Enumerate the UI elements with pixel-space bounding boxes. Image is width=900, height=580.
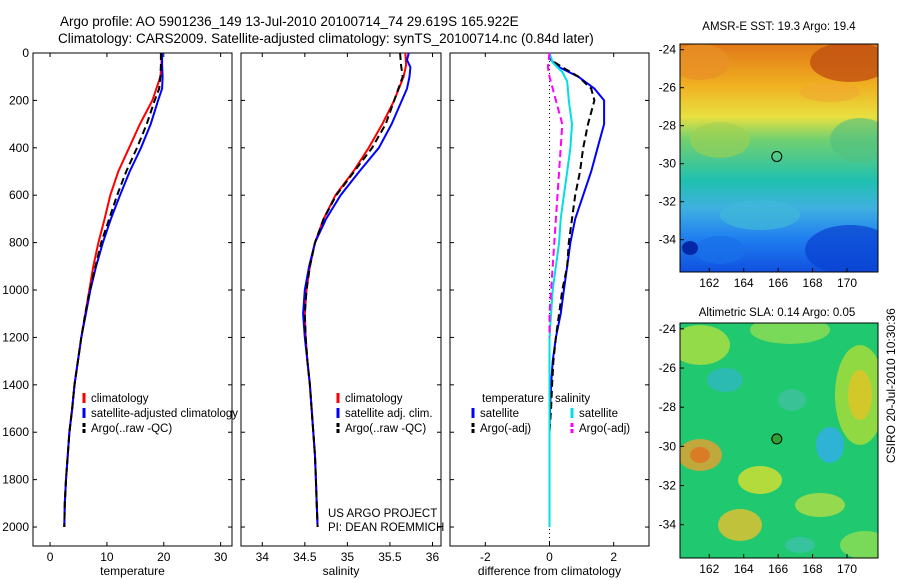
sst_map-ytick-label: -26 — [659, 81, 677, 95]
sla-map-panel: Altimetric SLA: 0.14 Argo: 0.05 162 164 16… — [659, 307, 879, 576]
sla_map-xtick-label: 162 — [699, 562, 719, 576]
salinity-xtick-label: 35.5 — [378, 550, 402, 564]
salinity-profile-panel: 34 34.5 35 35.5 36 salinity climatology satelli… — [240, 52, 442, 578]
temperature-axes-frame — [32, 52, 233, 547]
sla_map-ytick-label: -30 — [659, 439, 677, 453]
temperature-xtick-label: 10 — [100, 550, 114, 564]
sst_map-ytick-label: -32 — [659, 195, 677, 209]
salinity-legend-entry: climatology — [345, 393, 403, 405]
salinity-legend-entry: Argo(..raw -QC) — [345, 423, 426, 435]
salinity-xtick-label: 36 — [426, 550, 440, 564]
sla_map-xtick-label: 164 — [734, 562, 754, 576]
salinity-series-2 — [303, 52, 404, 528]
sst_map-xtick-label: 166 — [768, 276, 788, 290]
sst-heatmap-field — [680, 44, 878, 272]
salinity-xtick-label: 35 — [341, 550, 355, 564]
temperature-xtick-label: 20 — [157, 550, 171, 564]
temperature-xlabel: temperature — [100, 564, 165, 578]
difference-xtick-label: 0 — [546, 550, 553, 564]
depth-tick-label: 400 — [9, 141, 29, 155]
sst_map-xtick-label: 162 — [699, 276, 719, 290]
difference-legend-entry: satellite — [480, 408, 519, 420]
difference-series-0 — [548, 52, 606, 527]
temperature-xtick-label: 0 — [47, 550, 54, 564]
sst_map-ytick-label: -28 — [659, 119, 677, 133]
temperature-legend-entry: satellite-adjusted climatology — [91, 408, 238, 420]
depth-tick-label: 1000 — [2, 283, 29, 297]
depth-tick-label: 1200 — [2, 330, 29, 344]
salinity-xlabel: salinity — [323, 564, 360, 578]
sla-map-axes: 162 164 166 168 170 -24 -26 -28 -30 -32 -34 — [659, 322, 879, 576]
credit-project: US ARGO PROJECT — [328, 508, 437, 520]
salinity-xtick-label: 34.5 — [293, 550, 317, 564]
difference-legend-entry: Argo(-adj) — [480, 423, 531, 435]
difference-xtick-label: 2 — [610, 550, 617, 564]
sst_map-xtick-label: 164 — [734, 276, 754, 290]
difference-legend-entry: Argo(-adj) — [579, 423, 630, 435]
sla_map-ytick-label: -34 — [659, 518, 677, 532]
figure-title-line2: Climatology: CARS2009. Satellite-adjuste… — [58, 31, 594, 46]
credit-pi: PI: DEAN ROEMMICH — [328, 522, 444, 534]
difference-series-3 — [546, 52, 564, 338]
sla_map-ytick-label: -26 — [659, 361, 677, 375]
depth-tick-label: 0 — [22, 46, 29, 60]
depth-tick-label: 1600 — [2, 425, 29, 439]
sst_map-xtick-label: 170 — [837, 276, 857, 290]
sst_map-argo-location-marker — [771, 150, 783, 162]
sla_map-frame — [679, 322, 879, 559]
depth-tick-label: 1400 — [2, 378, 29, 392]
temperature-series-0 — [63, 53, 163, 528]
temperature-series-1 — [63, 53, 164, 528]
sst_map-ytick-label: -30 — [659, 157, 677, 171]
depth-tick-label: 600 — [9, 188, 29, 202]
sla_map-ytick-label: -24 — [659, 322, 677, 336]
sst-map-axes: 162 164 166 168 170 -24 -26 -28 -30 -32 -34 — [659, 43, 879, 290]
difference-legend-entry: satellite — [579, 408, 618, 420]
difference-series-2 — [548, 52, 574, 527]
figure-title-line1: Argo profile: AO 5901236_149 13-Jul-2010… — [60, 14, 519, 29]
sst_map-ytick-label: -24 — [659, 43, 677, 57]
sst-map-title: AMSR-E SST: 19.3 Argo: 19.4 — [702, 21, 856, 33]
sla_map-xtick-label: 166 — [768, 562, 788, 576]
sla_map-argo-location-marker — [771, 433, 783, 445]
temperature-legend-entry: Argo(..raw -QC) — [91, 423, 172, 435]
salinity-axes-frame — [240, 52, 442, 547]
difference-legend-group-title: salinity — [555, 393, 590, 405]
sla_map-ytick-label: -32 — [659, 479, 677, 493]
sst_map-frame — [679, 43, 879, 273]
depth-tick-label: 200 — [9, 93, 29, 107]
temperature-legend-entry: climatology — [91, 393, 149, 405]
sla-map-title: Altimetric SLA: 0.14 Argo: 0.05 — [699, 307, 856, 319]
difference-xlabel: difference from climatology — [478, 564, 621, 578]
salinity-xtick-label: 34 — [256, 550, 270, 564]
credit-block: US ARGO PROJECT PI: DEAN ROEMMICH — [328, 508, 444, 534]
temperature-profile-panel: 0 10 20 30 0 200 400 600 800 1000 1200 1400 1600 1800… — [2, 46, 238, 578]
difference-xtick-label: -2 — [480, 550, 491, 564]
sst-map-panel: AMSR-E SST: 19.3 Argo: 19.4 162 164 166 168… — [659, 21, 879, 290]
sla_map-xtick-label: 168 — [803, 562, 823, 576]
difference-legend-group-title: temperature — [482, 393, 544, 405]
salinity-legend-entry: satellite adj. clim. — [345, 408, 433, 420]
sla_map-xtick-label: 170 — [837, 562, 857, 576]
sst_map-xtick-label: 168 — [803, 276, 823, 290]
csiro-timestamp-label: CSIRO 20-Jul-2010 10:30:36 — [884, 308, 898, 463]
temperature-xtick-label: 30 — [214, 550, 228, 564]
sst_map-ytick-label: -34 — [659, 233, 677, 247]
temperature-series-2 — [63, 53, 162, 528]
salinity-series-1 — [302, 52, 412, 528]
depth-tick-label: 800 — [9, 236, 29, 250]
difference-series-1 — [548, 52, 596, 527]
figure-titles: Argo profile: AO 5901236_149 13-Jul-2010… — [58, 14, 594, 46]
depth-tick-label: 1800 — [2, 473, 29, 487]
sla_map-ytick-label: -28 — [659, 400, 677, 414]
depth-tick-label: 2000 — [2, 520, 29, 534]
